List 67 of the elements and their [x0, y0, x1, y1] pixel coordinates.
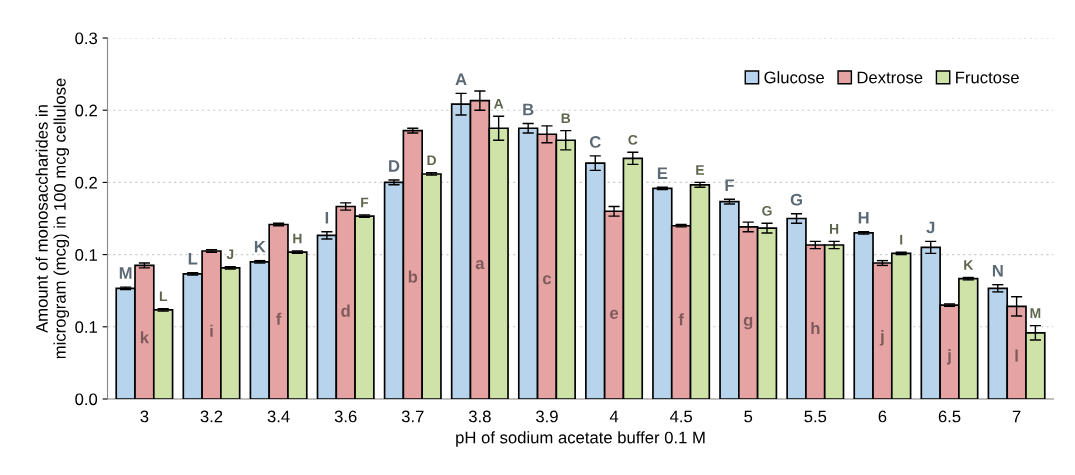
data-label: H	[858, 212, 869, 224]
data-label: H	[293, 233, 302, 244]
data-label: M	[119, 267, 132, 279]
legend-label: Dextrose	[857, 71, 923, 84]
data-label: e	[610, 309, 619, 319]
y-tick-label: 0.0	[75, 393, 98, 406]
data-label: B	[561, 113, 571, 123]
y-tick-label: 0.2	[75, 104, 97, 117]
y-tick-label: 0.2	[75, 176, 97, 189]
data-label: C	[628, 134, 638, 145]
x-tick-label: 7	[1012, 410, 1021, 423]
y-tick-label: 0.1	[75, 249, 97, 261]
data-label: d	[341, 304, 350, 317]
data-label: D	[389, 160, 400, 172]
data-label: k	[140, 331, 150, 344]
data-label: j	[946, 348, 951, 365]
data-label: B	[523, 103, 534, 116]
x-tick-label: 3.7	[401, 410, 424, 423]
data-label: C	[589, 136, 601, 148]
data-label: E	[657, 167, 668, 179]
y-axis-title: Amount of monosaccharides in microgram (mcg) in 100 mcg cellulose	[35, 78, 70, 359]
x-tick-label: 3.8	[468, 410, 491, 423]
data-label: K	[964, 260, 974, 270]
data-label: I	[900, 234, 903, 245]
data-label: L	[159, 291, 167, 302]
data-label: G	[762, 205, 772, 216]
y-tick-label: 0.1	[75, 321, 97, 333]
data-label: c	[542, 275, 552, 285]
x-tick-label: 3.9	[536, 410, 558, 423]
data-label: f	[678, 313, 684, 326]
data-label: h	[811, 321, 820, 334]
data-label: a	[475, 260, 485, 270]
legend-label: Fructose	[956, 71, 1019, 84]
data-label: i	[210, 324, 213, 337]
data-label: E	[696, 165, 705, 175]
data-label: F	[361, 197, 369, 208]
legend-label: Glucose	[764, 71, 824, 84]
data-label: J	[926, 221, 935, 234]
data-label: G	[790, 193, 802, 206]
x-tick-label: 3	[140, 410, 149, 423]
data-label: A	[455, 73, 467, 86]
data-label: K	[254, 240, 266, 253]
data-label: N	[992, 264, 1003, 277]
data-label: D	[427, 155, 436, 166]
data-label: M	[1030, 308, 1041, 318]
x-tick-label: 3.6	[334, 410, 357, 423]
data-label: f	[276, 312, 282, 325]
x-tick-label: 3.4	[267, 410, 290, 423]
data-label: J	[226, 249, 234, 260]
x-tick-label: 6	[878, 410, 887, 423]
data-label: F	[725, 179, 734, 191]
y-tick-label: 0.3	[75, 32, 98, 45]
x-tick-label: 6.5	[938, 410, 961, 423]
data-label: H	[830, 224, 839, 234]
x-tick-label: 4	[609, 410, 619, 423]
x-tick-label: 4.5	[669, 410, 693, 423]
x-tick-label: 3.2	[200, 410, 223, 423]
data-label: I	[325, 212, 329, 224]
x-axis-title: pH of sodium acetate buffer 0.1 M	[456, 431, 705, 447]
data-label: g	[743, 316, 753, 330]
data-label: b	[408, 270, 418, 283]
data-label: l	[1015, 349, 1018, 362]
data-label: j	[879, 330, 884, 346]
data-label: A	[493, 98, 504, 109]
x-tick-label: 5.5	[804, 410, 827, 423]
data-label: L	[188, 252, 198, 265]
x-tick-label: 5	[744, 410, 753, 423]
